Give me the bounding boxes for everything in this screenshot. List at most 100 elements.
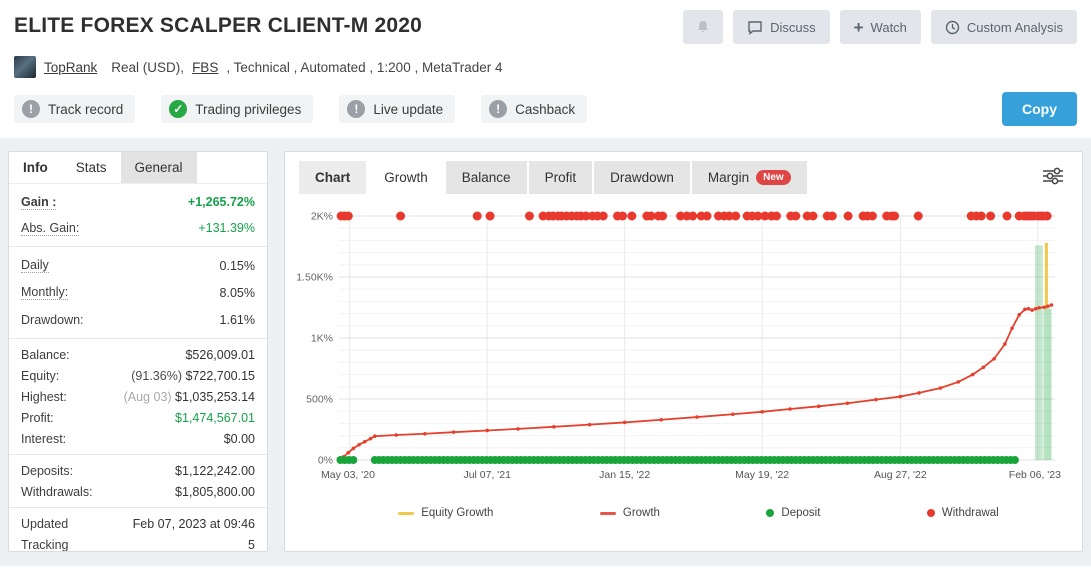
badge-label: Live update	[373, 101, 444, 117]
speech-bubble-icon	[747, 20, 763, 35]
growth-chart-svg: 0% 500% 1K% 1.50K% 2K% May 03, '20 Jul 07, '21…	[296, 211, 1061, 482]
rates-group: Daily 0.15% Monthly: 8.05% Drawdown: 1.6…	[9, 247, 267, 338]
check-icon: ✓	[169, 100, 188, 118]
tab-profit[interactable]: Profit	[528, 161, 593, 194]
info-panel: Info Stats General Gain : +1,265.72% Abs…	[8, 151, 268, 552]
header-actions: Discuss + Watch Custom Analysis	[683, 10, 1077, 44]
badge-label: Cashback	[515, 101, 576, 117]
badge-track-record[interactable]: ! Track record	[14, 95, 136, 123]
badge-label: Track record	[48, 101, 124, 117]
plus-icon: +	[853, 17, 864, 37]
svg-text:Feb 06, '23: Feb 06, '23	[1009, 469, 1061, 481]
stat-row-highest: Highest: (Aug 03) $1,035,253.14	[21, 389, 255, 404]
balance-value: $526,009.01	[185, 347, 255, 362]
deposits-group: Deposits: $1,122,242.00 Withdrawals: $1,…	[9, 455, 267, 507]
withdrawals-value: $1,805,800.00	[175, 484, 255, 499]
daily-value: 0.15%	[219, 258, 255, 273]
stat-row-balance: Balance: $526,009.01	[21, 347, 255, 362]
growth-line-marker	[599, 511, 616, 515]
chart-panel: Chart Growth Balance Profit Drawdown Mar…	[284, 151, 1083, 552]
monthly-value: 8.05%	[219, 285, 255, 300]
account-meta-post: , Technical , Automated , 1:200 , MetaTr…	[226, 59, 503, 75]
stat-row-drawdown: Drawdown: 1.61%	[21, 312, 255, 327]
tab-general[interactable]: General	[120, 152, 197, 183]
custom-analysis-button[interactable]: Custom Analysis	[930, 10, 1077, 44]
tracking-value: 5	[248, 537, 255, 552]
new-badge: New	[756, 170, 791, 185]
main-content: Info Stats General Gain : +1,265.72% Abs…	[0, 138, 1091, 566]
legend-withdrawal[interactable]: Withdrawal	[926, 507, 999, 519]
page-header: ELITE FOREX SCALPER CLIENT-M 2020 Discus…	[0, 0, 1091, 138]
divider	[9, 507, 267, 508]
abs-gain-value: +131.39%	[198, 221, 255, 235]
deposit-dot-marker	[766, 509, 775, 517]
custom-analysis-label: Custom Analysis	[966, 19, 1063, 35]
chart-tabs: Chart Growth Balance Profit Drawdown Mar…	[299, 161, 807, 194]
svg-text:0%: 0%	[318, 455, 333, 467]
highest-value: $1,035,253.14	[175, 389, 255, 404]
chart-legend: Equity Growth Growth Deposit Withdrawal	[285, 499, 1082, 519]
stat-row-interest: Interest: $0.00	[21, 431, 255, 446]
info-icon: !	[489, 100, 508, 118]
gain-value: +1,265.72%	[187, 195, 255, 209]
tab-margin[interactable]: Margin New	[691, 161, 807, 194]
stat-row-deposits: Deposits: $1,122,242.00	[21, 463, 255, 478]
badge-live-update[interactable]: ! Live update	[339, 95, 456, 123]
copy-button[interactable]: Copy	[1002, 92, 1077, 126]
info-icon: !	[347, 100, 366, 118]
stat-row-daily: Daily 0.15%	[21, 258, 255, 273]
info-icon: !	[22, 100, 40, 118]
notifications-button[interactable]	[683, 10, 724, 44]
meta-group: Updated Feb 07, 2023 at 09:46 Tracking 5	[9, 508, 267, 552]
drawdown-value: 1.61%	[219, 312, 255, 327]
page-title: ELITE FOREX SCALPER CLIENT-M 2020	[14, 14, 422, 37]
divider	[9, 454, 267, 455]
svg-text:1K%: 1K%	[311, 333, 333, 345]
growth-chart[interactable]: 0% 500% 1K% 1.50K% 2K% May 03, '20 Jul 07, '21…	[285, 194, 1082, 499]
badge-label: Trading privileges	[195, 101, 302, 117]
owner-avatar[interactable]	[14, 56, 36, 78]
divider	[9, 246, 267, 247]
equity-growth-line-marker	[398, 511, 415, 515]
tab-balance[interactable]: Balance	[445, 161, 527, 194]
legend-growth[interactable]: Growth	[599, 507, 660, 519]
balance-group: Balance: $526,009.01 Equity: (91.36%) $7…	[9, 339, 267, 454]
clock-icon	[945, 20, 960, 35]
tab-stats[interactable]: Stats	[61, 152, 121, 183]
owner-link[interactable]: TopRank	[44, 59, 98, 75]
info-panel-tabs: Info Stats General	[9, 152, 267, 184]
stat-row-profit: Profit: $1,474,567.01	[21, 410, 255, 425]
stat-row-withdrawals: Withdrawals: $1,805,800.00	[21, 484, 255, 499]
discuss-button[interactable]: Discuss	[733, 10, 830, 44]
watch-button[interactable]: + Watch	[839, 10, 921, 44]
margin-label: Margin	[707, 170, 750, 185]
badges-row: ! Track record ✓ Trading privileges ! Li…	[14, 92, 1077, 138]
stat-row-gain: Gain : +1,265.72%	[21, 194, 255, 210]
stat-row-abs-gain: Abs. Gain: +131.39%	[21, 220, 255, 236]
svg-text:Jan 15, '22: Jan 15, '22	[599, 469, 650, 481]
tab-growth[interactable]: Growth	[368, 161, 444, 194]
stat-row-updated: Updated Feb 07, 2023 at 09:46	[21, 516, 255, 531]
tab-info[interactable]: Info	[9, 152, 62, 183]
equity-percent: (91.36%)	[131, 368, 182, 383]
svg-text:May 03, '20: May 03, '20	[321, 469, 375, 481]
svg-text:Aug 27, '22: Aug 27, '22	[874, 469, 927, 481]
broker-link[interactable]: FBS	[192, 59, 219, 75]
discuss-label: Discuss	[770, 19, 816, 35]
tab-chart[interactable]: Chart	[299, 161, 367, 194]
divider	[9, 338, 267, 339]
svg-text:May 19, '22: May 19, '22	[735, 469, 789, 481]
stat-row-monthly: Monthly: 8.05%	[21, 285, 255, 300]
highest-date: (Aug 03)	[123, 389, 172, 404]
sliders-icon	[1042, 167, 1064, 188]
svg-text:500%: 500%	[306, 394, 333, 406]
profit-value: $1,474,567.01	[175, 410, 255, 425]
chart-settings-button[interactable]	[1038, 161, 1068, 194]
svg-text:Jul 07, '21: Jul 07, '21	[463, 469, 511, 481]
legend-deposit[interactable]: Deposit	[766, 507, 820, 519]
badge-trading-privileges[interactable]: ✓ Trading privileges	[161, 95, 314, 123]
legend-equity-growth[interactable]: Equity Growth	[398, 507, 493, 519]
badge-cashback[interactable]: ! Cashback	[481, 95, 588, 123]
stat-row-tracking: Tracking 5	[21, 537, 255, 552]
tab-drawdown[interactable]: Drawdown	[594, 161, 690, 194]
